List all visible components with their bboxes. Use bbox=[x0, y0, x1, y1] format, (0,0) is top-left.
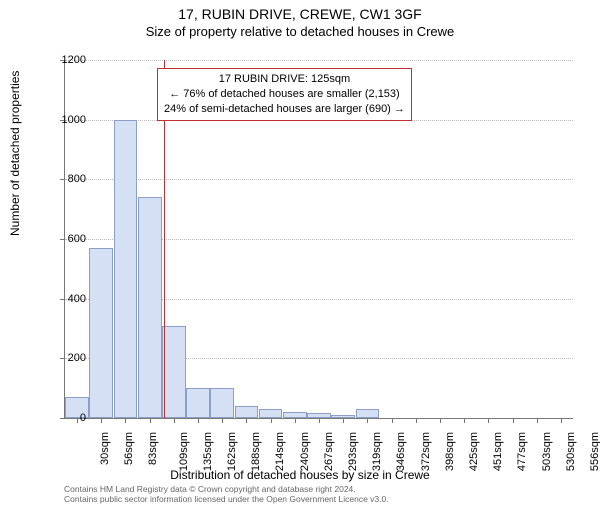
xtick-label: 109sqm bbox=[178, 432, 190, 471]
xtick-label: 425sqm bbox=[468, 432, 480, 471]
xtick-label: 135sqm bbox=[202, 432, 214, 471]
xtick-mark bbox=[222, 418, 223, 423]
xtick-label: 30sqm bbox=[99, 432, 111, 465]
xtick-mark bbox=[319, 418, 320, 423]
xtick-mark bbox=[150, 418, 151, 423]
xtick-label: 56sqm bbox=[123, 432, 135, 465]
xtick-mark bbox=[246, 418, 247, 423]
xtick-label: 346sqm bbox=[396, 432, 408, 471]
xtick-mark bbox=[537, 418, 538, 423]
xtick-mark bbox=[125, 418, 126, 423]
xtick-label: 530sqm bbox=[565, 432, 577, 471]
xtick-label: 556sqm bbox=[589, 432, 600, 471]
footer-attribution: Contains HM Land Registry data © Crown c… bbox=[64, 484, 389, 504]
xtick-label: 477sqm bbox=[516, 432, 528, 471]
xtick-mark bbox=[295, 418, 296, 423]
xtick-mark bbox=[561, 418, 562, 423]
ytick-label: 800 bbox=[46, 173, 86, 185]
xtick-mark bbox=[488, 418, 489, 423]
xtick-label: 293sqm bbox=[347, 432, 359, 471]
annotation-line: 24% of semi-detached houses are larger (… bbox=[164, 102, 405, 117]
xtick-label: 319sqm bbox=[371, 432, 383, 471]
xtick-label: 372sqm bbox=[420, 432, 432, 471]
histogram-bar bbox=[259, 409, 283, 418]
annotation-line: 17 RUBIN DRIVE: 125sqm bbox=[164, 72, 405, 87]
annotation-box: 17 RUBIN DRIVE: 125sqm← 76% of detached … bbox=[157, 68, 412, 121]
histogram-bar bbox=[235, 406, 259, 418]
histogram-bar bbox=[114, 120, 138, 418]
footer-line: Contains HM Land Registry data © Crown c… bbox=[64, 484, 389, 494]
xtick-mark bbox=[416, 418, 417, 423]
chart-plot-area: 17 RUBIN DRIVE: 125sqm← 76% of detached … bbox=[64, 60, 573, 419]
xtick-mark bbox=[513, 418, 514, 423]
footer-line: Contains public sector information licen… bbox=[64, 494, 389, 504]
xtick-label: 503sqm bbox=[541, 432, 553, 471]
xtick-mark bbox=[174, 418, 175, 423]
histogram-bar bbox=[89, 248, 113, 418]
histogram-bar bbox=[210, 388, 234, 418]
xtick-label: 83sqm bbox=[148, 432, 160, 465]
xtick-mark bbox=[464, 418, 465, 423]
ytick-label: 400 bbox=[46, 293, 86, 305]
annotation-line: ← 76% of detached houses are smaller (2,… bbox=[164, 87, 405, 102]
xtick-label: 214sqm bbox=[275, 432, 287, 471]
chart-subtitle: Size of property relative to detached ho… bbox=[0, 24, 600, 39]
ytick-label: 200 bbox=[46, 352, 86, 364]
xtick-label: 188sqm bbox=[250, 432, 262, 471]
ytick-label: 0 bbox=[46, 412, 86, 424]
histogram-bar bbox=[138, 197, 162, 418]
xtick-mark bbox=[271, 418, 272, 423]
ytick-label: 600 bbox=[46, 233, 86, 245]
ytick-label: 1200 bbox=[46, 54, 86, 66]
chart-title: 17, RUBIN DRIVE, CREWE, CW1 3GF bbox=[0, 6, 600, 22]
xtick-mark bbox=[392, 418, 393, 423]
xtick-mark bbox=[367, 418, 368, 423]
xtick-label: 451sqm bbox=[492, 432, 504, 471]
ytick-label: 1000 bbox=[46, 114, 86, 126]
y-axis-label: Number of detached properties bbox=[8, 71, 22, 236]
xtick-mark bbox=[198, 418, 199, 423]
xtick-mark bbox=[101, 418, 102, 423]
histogram-bar bbox=[186, 388, 210, 418]
grid-line bbox=[65, 60, 573, 61]
xtick-label: 267sqm bbox=[323, 432, 335, 471]
histogram-bar bbox=[356, 409, 380, 418]
xtick-mark bbox=[440, 418, 441, 423]
grid-line bbox=[65, 179, 573, 180]
histogram-bar bbox=[162, 326, 186, 418]
xtick-label: 240sqm bbox=[299, 432, 311, 471]
xtick-mark bbox=[343, 418, 344, 423]
xtick-label: 398sqm bbox=[444, 432, 456, 471]
xtick-label: 162sqm bbox=[226, 432, 238, 471]
